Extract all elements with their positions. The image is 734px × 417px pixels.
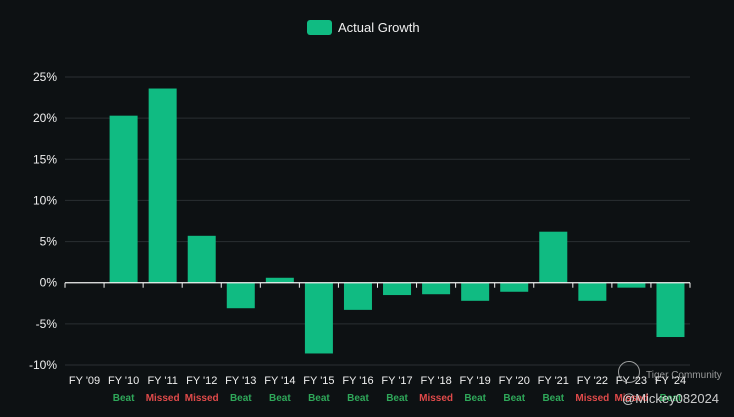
result-label: Beat — [464, 393, 486, 404]
bar-11 — [500, 282, 529, 292]
bar-4 — [226, 282, 255, 309]
result-label: Missed — [146, 393, 180, 404]
x-tick-label: FY '22 — [577, 375, 608, 387]
legend[interactable]: Actual Growth — [307, 20, 420, 35]
x-tick-label: FY '14 — [264, 375, 295, 387]
result-label: Missed — [419, 393, 453, 404]
bar-7 — [343, 282, 372, 310]
bar-6 — [304, 282, 333, 354]
x-tick-label: FY '09 — [69, 375, 100, 387]
x-tick-label: FY '13 — [225, 375, 256, 387]
bar-5 — [265, 277, 294, 283]
y-tick-label: 0% — [40, 276, 58, 290]
result-label: Missed — [575, 393, 609, 404]
x-tick-label: FY '19 — [460, 375, 491, 387]
bar-10 — [461, 282, 490, 301]
y-tick-label: 15% — [33, 152, 57, 166]
x-tick-label: FY '15 — [303, 375, 334, 387]
result-label: Missed — [614, 393, 648, 404]
x-tick-label: FY '21 — [538, 375, 569, 387]
bar-1 — [109, 115, 138, 283]
bar-13 — [578, 282, 607, 301]
legend-label: Actual Growth — [338, 20, 420, 35]
y-tick-label: 20% — [33, 111, 57, 125]
result-label: Beat — [113, 393, 135, 404]
tiger-logo-icon — [618, 361, 640, 383]
x-tick-label: FY '11 — [147, 375, 177, 387]
y-tick-label: 5% — [40, 235, 58, 249]
y-tick-label: 25% — [33, 70, 57, 84]
y-tick-label: 10% — [33, 193, 57, 207]
x-tick-label: FY '20 — [499, 375, 530, 387]
result-label: Beat — [347, 393, 369, 404]
result-label: Beat — [503, 393, 525, 404]
bar-8 — [383, 282, 412, 296]
y-tick-label: -10% — [29, 358, 57, 372]
watermark: Tiger Community @Mickey082024 — [616, 358, 734, 412]
x-tick-label: FY '12 — [186, 375, 217, 387]
x-tick-label: FY '10 — [108, 375, 139, 387]
result-label: Beat — [386, 393, 408, 404]
result-label: Beat — [542, 393, 564, 404]
result-label: Beat — [230, 393, 252, 404]
y-tick-label: -5% — [36, 317, 58, 331]
legend-swatch — [307, 20, 332, 35]
result-label: Beat — [308, 393, 330, 404]
bar-14 — [617, 282, 646, 288]
result-label: Missed — [185, 393, 219, 404]
watermark-brand: Tiger Community — [646, 370, 722, 381]
x-tick-label: FY '16 — [342, 375, 373, 387]
bar-3 — [187, 235, 216, 283]
x-tick-label: FY '18 — [420, 375, 451, 387]
x-tick-label: FY '17 — [381, 375, 412, 387]
watermark-handle: @Mickey082024 — [622, 391, 720, 406]
bar-9 — [422, 282, 451, 295]
bar-15 — [656, 282, 685, 338]
result-label: Beat — [660, 393, 682, 404]
result-label: Beat — [269, 393, 291, 404]
x-tick-label: FY '24 — [655, 375, 686, 387]
bar-12 — [539, 231, 568, 283]
bar-2 — [148, 88, 177, 283]
